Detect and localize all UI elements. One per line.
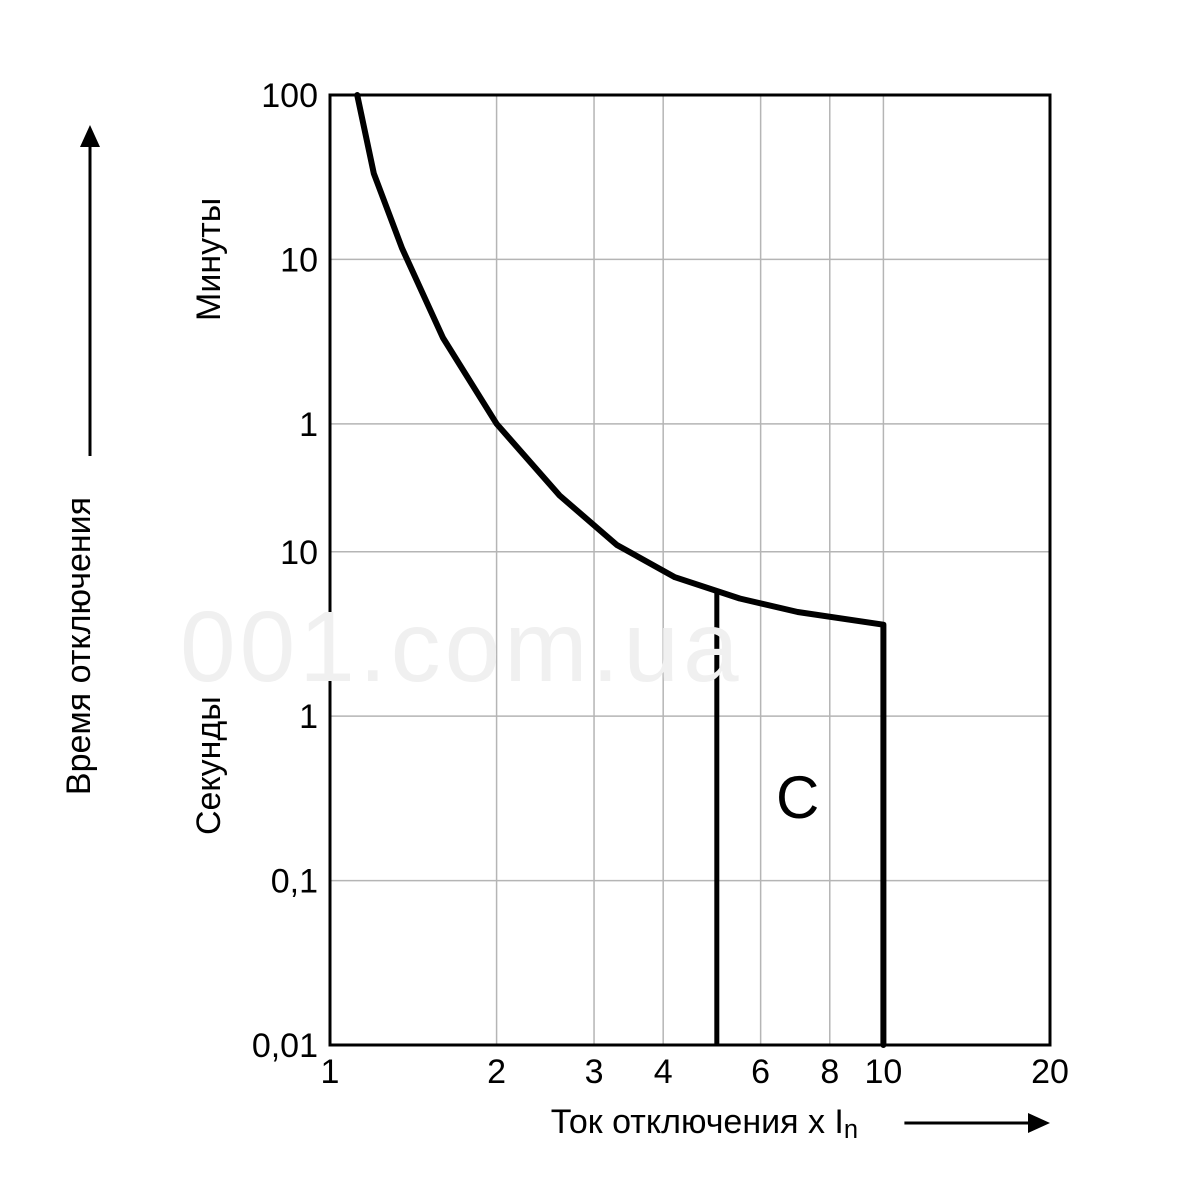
trip-curve-chart: C 1 2 3 4 6 8 10 20 0,01 0,1 1 10 1 10 100 Ток отключени… (0, 0, 1200, 1200)
x-tick-label: 10 (864, 1053, 902, 1091)
x-tick-label: 20 (1031, 1053, 1069, 1091)
region-label: C (776, 764, 819, 831)
chart-stage: 001.com.ua C12346810200,010,1110110100То… (0, 0, 1200, 1200)
chart-bg (0, 0, 1200, 1200)
y-tick-label: 10 (280, 241, 318, 279)
x-axis-label: Ток отключения x In (551, 1103, 858, 1144)
x-tick-label: 1 (321, 1053, 340, 1091)
y-unit-seconds: Секунды (190, 696, 228, 835)
y-tick-label: 1 (299, 406, 318, 444)
x-tick-label: 4 (654, 1053, 673, 1091)
y-tick-label: 10 (280, 534, 318, 572)
y-tick-label: 0,01 (252, 1027, 318, 1065)
x-tick-label: 8 (820, 1053, 839, 1091)
x-tick-label: 3 (585, 1053, 604, 1091)
x-tick-label: 2 (487, 1053, 506, 1091)
y-tick-label: 0,1 (271, 863, 318, 901)
y-axis-label: Время отключения (60, 497, 98, 795)
y-tick-label: 100 (261, 77, 318, 115)
y-tick-label: 1 (299, 698, 318, 736)
x-tick-label: 6 (751, 1053, 770, 1091)
y-unit-minutes: Минуты (190, 198, 228, 321)
